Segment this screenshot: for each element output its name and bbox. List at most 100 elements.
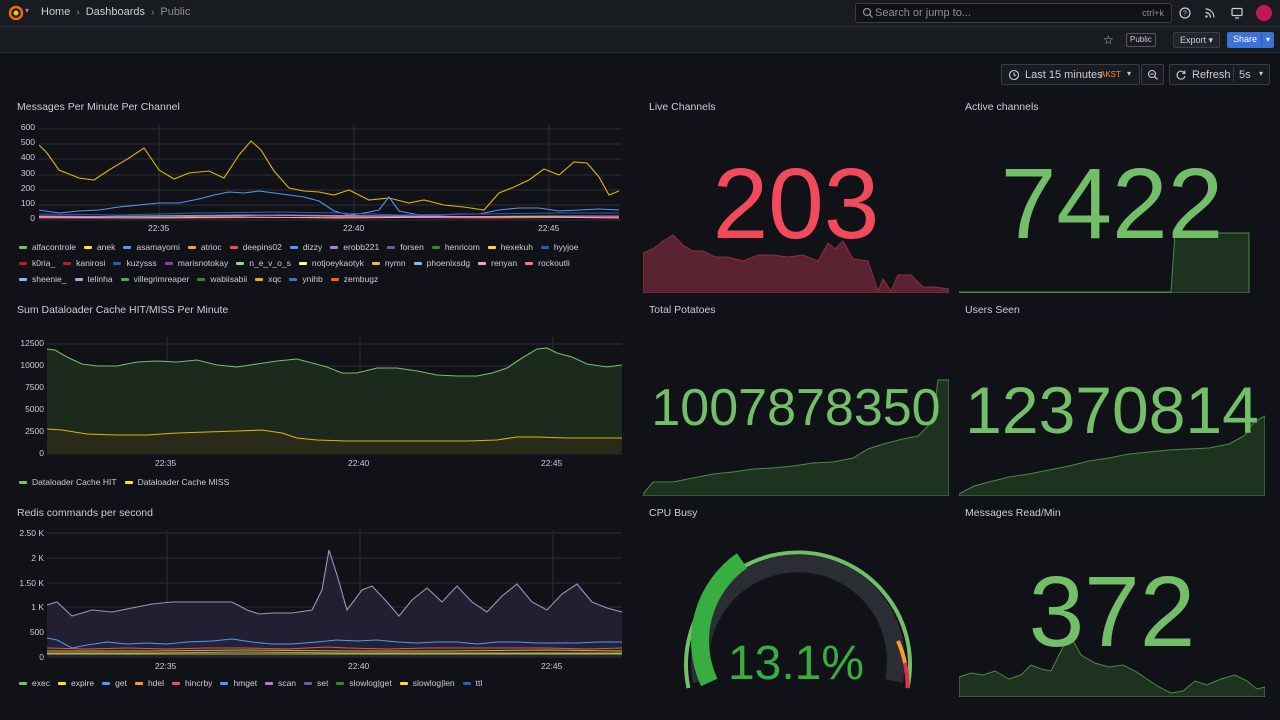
panel-live-channels: Live Channels 203: [643, 101, 949, 293]
legend-swatch: [19, 245, 27, 249]
panel-title[interactable]: Users Seen: [965, 304, 1020, 316]
legend-item[interactable]: exec: [19, 675, 50, 691]
users-seen-sparkline: [959, 415, 1265, 496]
legend-item[interactable]: nymn: [371, 255, 406, 271]
x-axis-tick-label: 22:40: [348, 458, 370, 468]
share-button[interactable]: Share: [1227, 32, 1264, 48]
refresh-interval[interactable]: 5s: [1239, 69, 1251, 81]
legend-item[interactable]: get: [102, 675, 127, 691]
refresh-button[interactable]: Refresh: [1192, 69, 1231, 81]
panel-title[interactable]: Live Channels: [649, 101, 716, 113]
grafana-logo-icon[interactable]: [8, 5, 24, 21]
legend-label: scan: [278, 678, 297, 688]
legend-item[interactable]: scan: [265, 675, 296, 691]
rss-icon[interactable]: [1203, 6, 1217, 20]
legend-item[interactable]: hincrby: [172, 675, 212, 691]
legend-item[interactable]: telinha: [74, 271, 113, 287]
export-button[interactable]: Export ▾: [1173, 32, 1221, 48]
legend-item[interactable]: deepins02: [229, 239, 282, 255]
legend-item[interactable]: wabiisabii: [197, 271, 247, 287]
legend-item[interactable]: k0ria_: [19, 255, 55, 271]
legend-item[interactable]: kanirosi: [63, 255, 105, 271]
series-line-expire: [47, 649, 622, 652]
legend-item[interactable]: set: [304, 675, 328, 691]
legend-item[interactable]: slowlog|get: [336, 675, 392, 691]
legend-item[interactable]: sheenie_: [19, 271, 67, 287]
legend-item[interactable]: notjoeykaotyk: [298, 255, 364, 271]
chevron-down-icon: ▾: [1259, 69, 1264, 78]
legend-swatch: [83, 245, 92, 249]
legend-swatch: [487, 245, 496, 249]
legend-item[interactable]: henricom: [431, 239, 480, 255]
search-input[interactable]: Search or jump to... ctrl+k: [855, 3, 1172, 23]
x-axis-tick-label: 22:45: [541, 661, 563, 671]
legend-item[interactable]: asamayomi: [123, 239, 180, 255]
legend-label: ynihb: [302, 274, 323, 284]
breadcrumb-dashboards[interactable]: Dashboards: [85, 6, 146, 18]
legend-label: forsen: [400, 242, 424, 252]
time-range-picker[interactable]: Last 15 minutes AKST ▾: [1001, 64, 1140, 85]
y-axis-tick-label: 2500: [25, 426, 44, 436]
y-axis-tick-label: 1.50 K: [19, 578, 44, 588]
legend-label: erobb221: [343, 242, 380, 252]
legend-item[interactable]: anek: [83, 239, 115, 255]
cpu-gauge-fill: [691, 553, 748, 687]
legend-item[interactable]: ttl: [462, 675, 482, 691]
panel-title[interactable]: Redis commands per second: [17, 507, 153, 519]
legend-item[interactable]: erobb221: [330, 239, 379, 255]
legend-item[interactable]: kuzysss: [113, 255, 157, 271]
legend-item[interactable]: atrioc: [187, 239, 222, 255]
legend-item[interactable]: villegrimreaper: [120, 271, 190, 287]
legend-item[interactable]: renyan: [478, 255, 517, 271]
legend-label: villegrimreaper: [133, 274, 190, 284]
legend-item[interactable]: xqc: [255, 271, 281, 287]
panel-title[interactable]: Messages Per Minute Per Channel: [17, 101, 180, 113]
legend-item[interactable]: n_e_v_o_s: [236, 255, 291, 271]
panel-title[interactable]: Active channels: [965, 101, 1039, 113]
x-axis-tick-label: 22:40: [348, 661, 370, 671]
x-axis-tick-label: 22:35: [155, 661, 177, 671]
legend-item[interactable]: Dataloader Cache MISS: [124, 474, 230, 490]
legend-item[interactable]: forsen: [387, 239, 424, 255]
avatar[interactable]: [1256, 5, 1272, 21]
help-icon[interactable]: ?: [1178, 6, 1192, 20]
legend-item[interactable]: rockoutli: [525, 255, 570, 271]
legend-item[interactable]: hmget: [220, 675, 257, 691]
legend-item[interactable]: hyyjoe: [540, 239, 579, 255]
legend-swatch: [330, 245, 339, 249]
star-icon[interactable]: ☆: [1103, 33, 1114, 47]
legend-item[interactable]: hexekuh: [487, 239, 533, 255]
legend-swatch: [431, 245, 440, 249]
legend-item[interactable]: Dataloader Cache HIT: [19, 474, 117, 490]
chevron-down-icon[interactable]: ▾: [25, 6, 30, 15]
legend-swatch: [197, 277, 206, 281]
messages-chart[interactable]: [39, 125, 621, 225]
legend-item[interactable]: slowlog|len: [399, 675, 455, 691]
legend-item[interactable]: expire: [57, 675, 94, 691]
legend-item[interactable]: zembugz: [330, 271, 378, 287]
legend-swatch: [134, 681, 143, 685]
legend-label: marisnotokay: [177, 258, 229, 268]
share-chevron-down-icon[interactable]: ▾: [1261, 32, 1274, 48]
panel-title[interactable]: Sum Dataloader Cache HIT/MISS Per Minute: [17, 304, 229, 316]
redis-chart[interactable]: [47, 530, 622, 660]
legend-item[interactable]: marisnotokay: [164, 255, 229, 271]
dashboard-toolbar: ☆ Public Export ▾ Share ▾: [0, 27, 1280, 53]
zoom-out-button[interactable]: [1141, 64, 1164, 85]
panel-title[interactable]: CPU Busy: [649, 507, 698, 519]
panel-title[interactable]: Messages Read/Min: [965, 507, 1061, 519]
monitor-icon[interactable]: [1230, 6, 1244, 20]
panel-title[interactable]: Total Potatoes: [649, 304, 716, 316]
legend-item[interactable]: ynihb: [289, 271, 323, 287]
breadcrumb-home[interactable]: Home: [41, 6, 71, 18]
legend-item[interactable]: phoenixsdg: [413, 255, 470, 271]
dataloader-chart[interactable]: [47, 337, 622, 457]
legend-item[interactable]: dizzy: [289, 239, 322, 255]
legend-item[interactable]: alfacontrole: [19, 239, 76, 255]
refresh-picker[interactable]: Refresh 5s ▾: [1169, 64, 1270, 85]
legend-label: n_e_v_o_s: [249, 258, 291, 268]
panel-messages-read: Messages Read/Min 372: [959, 507, 1265, 699]
legend-item[interactable]: hdel: [134, 675, 164, 691]
legend-label: Dataloader Cache MISS: [137, 477, 230, 487]
panel-active-channels: Active channels 7422: [959, 101, 1265, 293]
